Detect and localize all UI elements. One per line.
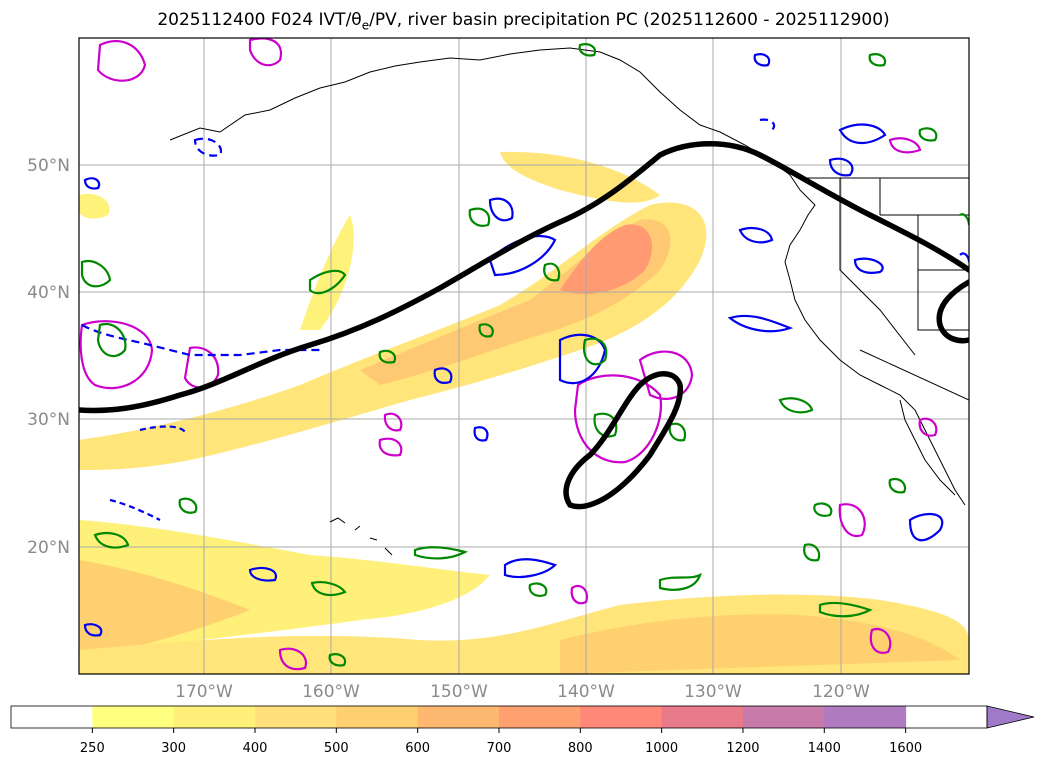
colorbar-swatch bbox=[824, 706, 907, 728]
map-title: 2025112400 F024 IVT/θe/PV, river basin p… bbox=[157, 10, 890, 33]
colorbar-extend-arrow bbox=[986, 705, 1035, 729]
ivt-band-bottom-inner bbox=[560, 614, 960, 674]
colorbar-swatch bbox=[417, 706, 500, 728]
lon-labels: 170°W 160°W 150°W 140°W 130°W 120°W bbox=[175, 682, 870, 702]
lon-label: 140°W bbox=[557, 682, 615, 702]
state-borders bbox=[839, 178, 969, 401]
baja-coast bbox=[899, 399, 956, 496]
colorbar-tick-label: 400 bbox=[243, 741, 268, 756]
colorbar-swatch bbox=[92, 706, 175, 728]
colorbar-swatch bbox=[173, 706, 256, 728]
black-contour-loop bbox=[936, 279, 969, 344]
colorbar: 250 300 400 500 600 700 800 1000 1200 1400 1600 bbox=[10, 705, 1035, 756]
hawaii bbox=[329, 517, 393, 556]
colorbar-tick-label: 700 bbox=[487, 741, 512, 756]
black-contours bbox=[79, 141, 969, 510]
ivt-core bbox=[560, 224, 653, 294]
black-contour-main bbox=[79, 141, 969, 414]
colorbar-tick-label: 500 bbox=[324, 741, 349, 756]
black-contour-closed bbox=[563, 371, 684, 510]
lon-label: 170°W bbox=[175, 682, 233, 702]
lon-label: 160°W bbox=[302, 682, 360, 702]
colorbar-tick-label: 250 bbox=[80, 741, 105, 756]
colorbar-swatch bbox=[742, 706, 825, 728]
colorbar-tick-label: 600 bbox=[405, 741, 430, 756]
lat-label: 40°N bbox=[27, 283, 70, 303]
coastlines bbox=[169, 47, 969, 556]
lon-label: 130°W bbox=[684, 682, 742, 702]
map-panel bbox=[78, 37, 970, 675]
colorbar-tick-label: 300 bbox=[161, 741, 186, 756]
colorbar-tick-label: 800 bbox=[568, 741, 593, 756]
lon-label: 150°W bbox=[430, 682, 488, 702]
lat-label: 30°N bbox=[27, 410, 70, 430]
colorbar-tick-label: 1600 bbox=[889, 741, 922, 756]
lat-labels: 50°N 40°N 30°N 20°N bbox=[27, 156, 70, 558]
magenta-contours bbox=[79, 38, 938, 671]
green-contours bbox=[80, 43, 969, 667]
colorbar-swatch bbox=[661, 706, 744, 728]
lon-label: 120°W bbox=[812, 682, 870, 702]
colorbar-swatch bbox=[11, 706, 93, 728]
lat-label: 20°N bbox=[27, 538, 70, 558]
ivt-band-south-inner bbox=[79, 560, 250, 660]
bc-coast bbox=[784, 189, 966, 506]
colorbar-swatch bbox=[336, 706, 419, 728]
colorbar-tick-label: 1400 bbox=[808, 741, 841, 756]
colorbar-swatch bbox=[498, 706, 581, 728]
colorbar-swatch bbox=[580, 706, 663, 728]
colorbar-tick-label: 1000 bbox=[645, 741, 678, 756]
colorbar-tick-label: 1200 bbox=[726, 741, 759, 756]
alaska-coast bbox=[169, 47, 801, 191]
colorbar-swatch bbox=[254, 706, 337, 728]
lat-label: 50°N bbox=[27, 156, 70, 176]
ivt-patch-northwest bbox=[79, 193, 110, 219]
